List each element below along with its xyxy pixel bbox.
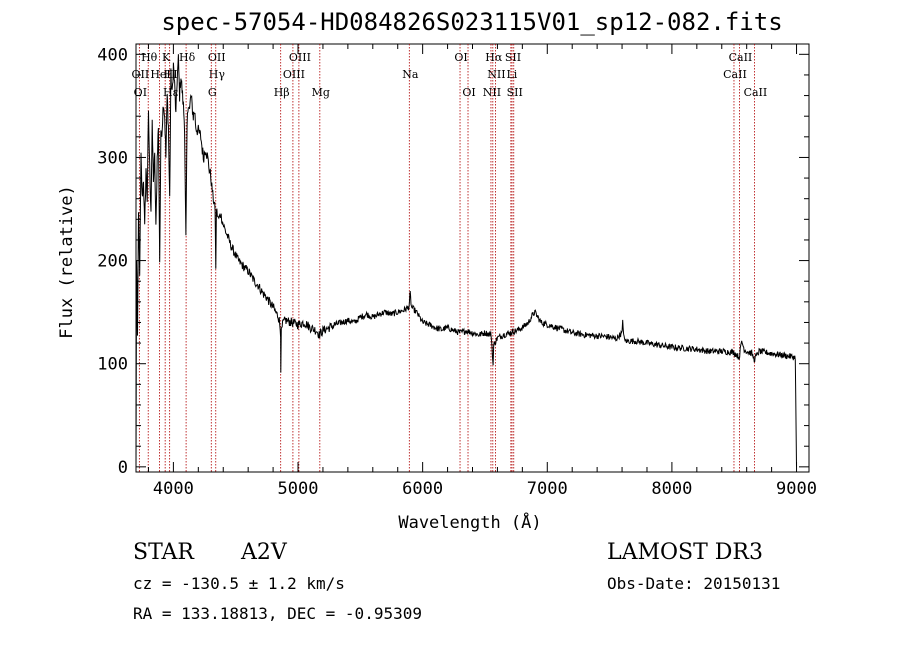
line-marker-label: Hδ	[179, 51, 196, 64]
axis-ticks: 4000 5000 6000 7000 8000 9000 0 100 200 300 400	[97, 44, 817, 499]
line-marker-label: OI	[454, 51, 467, 64]
ra-dec-coordinates: RA = 133.18813, DEC = -0.95309	[133, 604, 422, 623]
y-tick-label: 300	[97, 148, 128, 168]
line-marker-label: CaII	[744, 86, 768, 99]
line-marker-label: K	[162, 51, 171, 64]
survey-name: LAMOST DR3	[607, 540, 763, 565]
line-marker-label: OI	[134, 86, 147, 99]
line-marker-label: CaII	[723, 68, 747, 81]
redshift-cz: cz = -130.5 ± 1.2 km/s	[133, 574, 345, 593]
observation-date: Obs-Date: 20150131	[607, 574, 781, 593]
line-marker-label: OIII	[283, 68, 305, 81]
line-marker-label: NII	[483, 86, 501, 99]
line-marker-label: NII	[487, 68, 505, 81]
line-marker-label: Na	[402, 68, 419, 81]
spectrum-series	[135, 54, 797, 467]
x-tick-label: 9000	[776, 479, 817, 499]
x-tick-label: 6000	[402, 479, 443, 499]
star-subclass: A2V	[241, 540, 287, 565]
line-marker-label: G	[208, 86, 217, 99]
line-marker-label: OIII	[289, 51, 311, 64]
x-axis-label: Wavelength (Å)	[398, 511, 541, 533]
x-tick-label: 8000	[651, 479, 692, 499]
line-marker-label: Hθ	[141, 51, 158, 64]
x-tick-label: 7000	[527, 479, 568, 499]
y-tick-label: 200	[97, 252, 128, 272]
spectrum-line	[135, 54, 797, 467]
line-marker-label: SII	[505, 51, 521, 64]
chart-title: spec-57054-HD084826S023115V01_sp12-082.f…	[161, 8, 783, 36]
y-tick-label: 100	[97, 355, 128, 375]
line-marker-label: HeI	[150, 68, 170, 81]
y-tick-label: 0	[118, 458, 128, 478]
line-marker-label: CaII	[729, 51, 753, 64]
x-tick-label: 5000	[278, 479, 319, 499]
line-marker-label: OI	[462, 86, 475, 99]
x-tick-label: 4000	[153, 479, 194, 499]
axes	[135, 43, 810, 473]
y-tick-label: 400	[97, 45, 128, 65]
plot-frame	[135, 43, 810, 473]
line-marker-label: Hγ	[209, 68, 226, 81]
line-marker-label: Hα	[485, 51, 503, 64]
star-class: STAR	[133, 540, 194, 565]
line-marker-label: Hβ	[274, 86, 290, 99]
line-marker-label: Li	[506, 68, 517, 81]
line-marker-label: Mg	[312, 86, 330, 99]
line-marker-label: SII	[507, 86, 523, 99]
y-axis-label: Flux (relative)	[57, 185, 77, 339]
line-marker-label: OII	[208, 51, 226, 64]
